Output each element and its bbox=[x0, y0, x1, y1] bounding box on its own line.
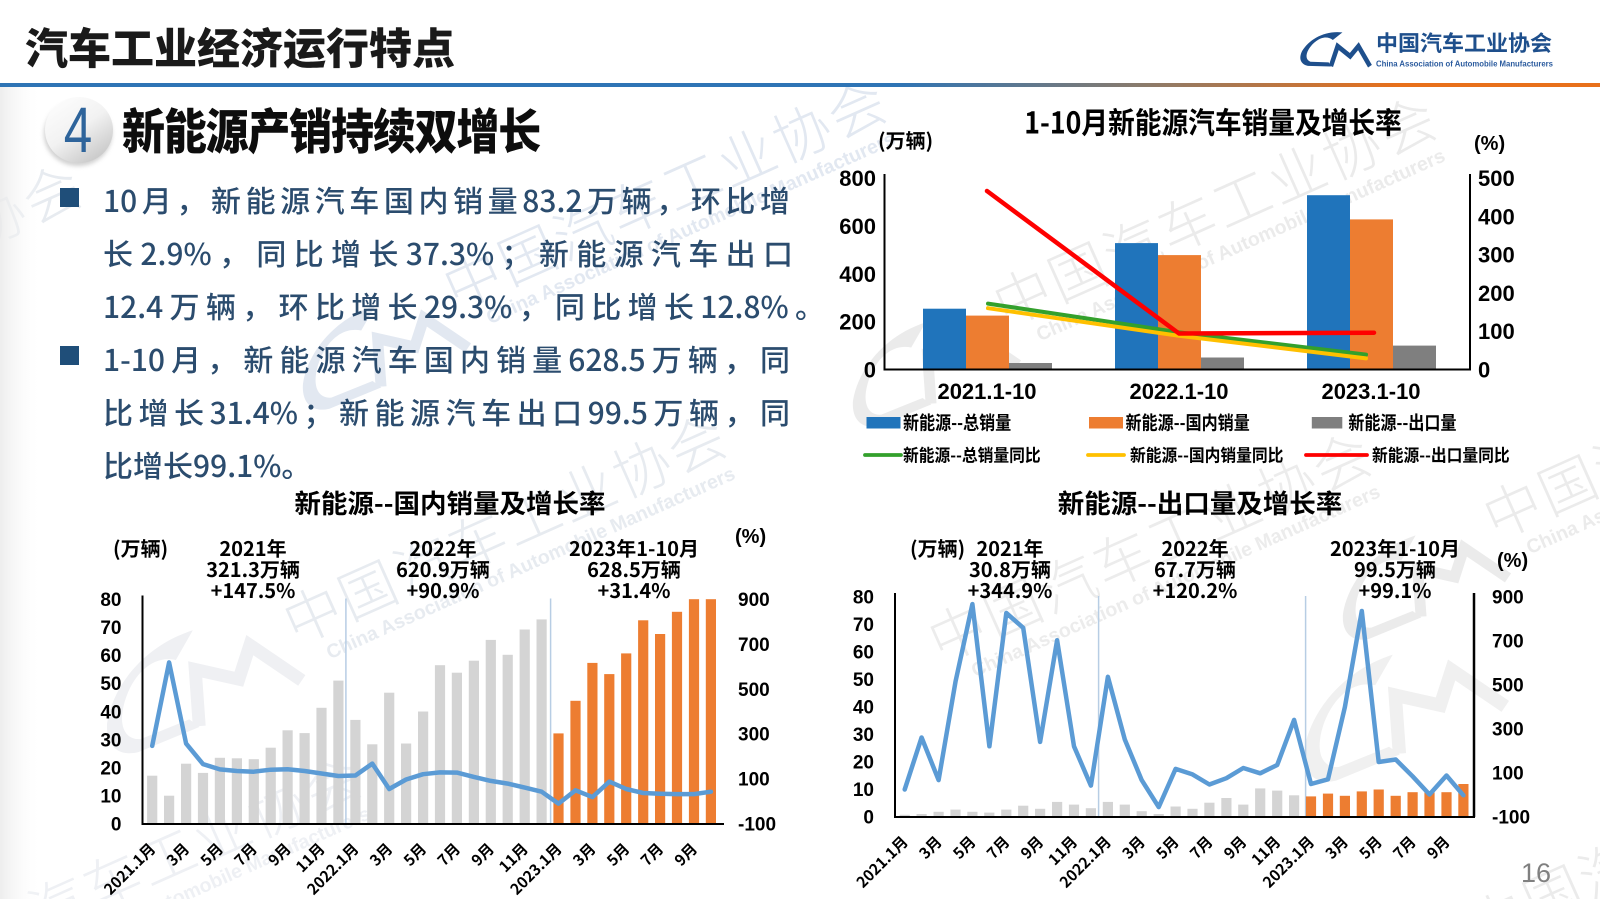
svg-text:10: 10 bbox=[100, 786, 121, 807]
svg-text:300: 300 bbox=[1478, 243, 1515, 268]
svg-text:100: 100 bbox=[1478, 319, 1515, 344]
svg-text:16: 16 bbox=[1521, 858, 1551, 888]
svg-text:300: 300 bbox=[738, 725, 770, 746]
svg-text:(%): (%) bbox=[735, 526, 766, 548]
svg-text:50: 50 bbox=[853, 670, 874, 691]
svg-text:900: 900 bbox=[1492, 588, 1524, 609]
svg-text:(%): (%) bbox=[1474, 133, 1505, 155]
svg-text:0: 0 bbox=[863, 808, 874, 829]
svg-text:(%): (%) bbox=[1497, 550, 1528, 572]
svg-text:200: 200 bbox=[1478, 281, 1515, 306]
svg-text:50: 50 bbox=[100, 674, 121, 695]
svg-text:2023.1-10: 2023.1-10 bbox=[1321, 379, 1420, 404]
svg-text:200: 200 bbox=[839, 310, 876, 335]
svg-text:40: 40 bbox=[100, 702, 121, 723]
svg-text:500: 500 bbox=[1478, 166, 1515, 191]
svg-text:80: 80 bbox=[853, 588, 874, 609]
svg-text:20: 20 bbox=[853, 753, 874, 774]
svg-text:10: 10 bbox=[853, 780, 874, 801]
svg-text:60: 60 bbox=[100, 646, 121, 667]
svg-text:900: 900 bbox=[738, 590, 770, 611]
svg-text:2022.1-10: 2022.1-10 bbox=[1129, 379, 1228, 404]
svg-text:60: 60 bbox=[853, 643, 874, 664]
svg-text:100: 100 bbox=[1492, 764, 1524, 785]
svg-text:500: 500 bbox=[1492, 676, 1524, 697]
svg-text:800: 800 bbox=[839, 166, 876, 191]
svg-text:0: 0 bbox=[111, 815, 122, 836]
svg-text:700: 700 bbox=[1492, 632, 1524, 653]
svg-text:500: 500 bbox=[738, 680, 770, 701]
svg-text:100: 100 bbox=[738, 770, 770, 791]
svg-text:0: 0 bbox=[864, 358, 876, 383]
svg-text:30: 30 bbox=[853, 725, 874, 746]
svg-text:0: 0 bbox=[1478, 358, 1490, 383]
svg-text:80: 80 bbox=[100, 590, 121, 611]
svg-text:70: 70 bbox=[853, 615, 874, 636]
svg-text:400: 400 bbox=[1478, 204, 1515, 229]
svg-text:70: 70 bbox=[100, 618, 121, 639]
svg-text:2021.1-10: 2021.1-10 bbox=[937, 379, 1036, 404]
svg-text:600: 600 bbox=[839, 214, 876, 239]
svg-text:-100: -100 bbox=[738, 815, 776, 836]
svg-text:China Association of Automobil: China Association of Automobile Manufact… bbox=[1376, 59, 1553, 69]
svg-text:-100: -100 bbox=[1492, 808, 1530, 829]
svg-text:400: 400 bbox=[839, 262, 876, 287]
svg-text:30: 30 bbox=[100, 730, 121, 751]
svg-text:4: 4 bbox=[64, 96, 92, 167]
svg-text:700: 700 bbox=[738, 635, 770, 656]
svg-text:300: 300 bbox=[1492, 720, 1524, 741]
svg-text:20: 20 bbox=[100, 758, 121, 779]
svg-text:40: 40 bbox=[853, 698, 874, 719]
